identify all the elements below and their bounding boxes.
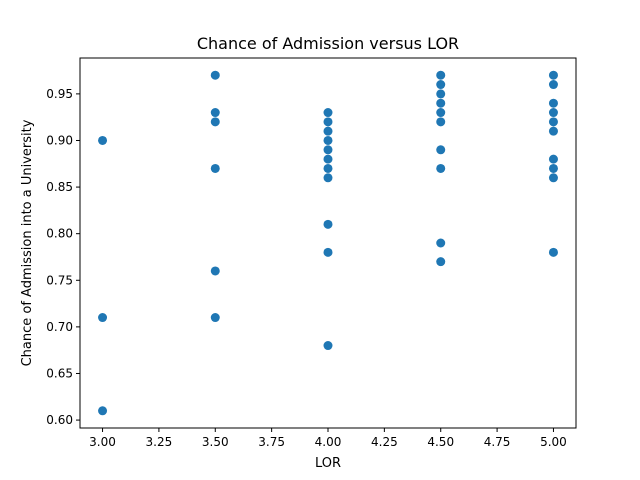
data-point <box>323 163 333 173</box>
y-tick-label: 0.60 <box>46 413 73 427</box>
data-point <box>548 154 558 164</box>
y-tick-label: 0.80 <box>46 227 73 241</box>
data-point <box>436 257 446 267</box>
y-axis: 0.60 0.65 0.70 0.75 0.80 0.85 0.90 0.95 <box>46 87 80 427</box>
data-point <box>436 80 446 90</box>
y-tick-label: 0.85 <box>46 180 73 194</box>
data-point <box>98 406 108 416</box>
x-tick-label: 3.75 <box>258 435 285 449</box>
data-point <box>98 313 108 323</box>
data-point <box>323 145 333 155</box>
data-point <box>98 135 108 145</box>
y-axis-label: Chance of Admission into a University <box>20 119 35 366</box>
y-tick-label: 0.65 <box>46 366 73 380</box>
data-point <box>436 163 446 173</box>
points-layer <box>98 70 558 416</box>
data-point <box>323 126 333 136</box>
data-point <box>548 98 558 108</box>
data-point <box>548 247 558 257</box>
x-tick-label: 4.50 <box>427 435 454 449</box>
data-point <box>436 70 446 80</box>
data-point <box>548 70 558 80</box>
x-tick-label: 3.00 <box>89 435 116 449</box>
data-point <box>548 80 558 90</box>
y-tick-label: 0.75 <box>46 273 73 287</box>
x-axis-label: LOR <box>315 456 341 471</box>
x-axis: 3.00 3.25 3.50 3.75 4.00 4.25 4.50 4.75 5.00 <box>89 428 567 449</box>
data-point <box>210 70 220 80</box>
data-point <box>436 117 446 127</box>
data-point <box>323 135 333 145</box>
data-point <box>548 173 558 183</box>
data-point <box>548 108 558 118</box>
data-point <box>210 163 220 173</box>
y-tick-label: 0.70 <box>46 320 73 334</box>
data-point <box>548 126 558 136</box>
data-point <box>548 117 558 127</box>
x-tick-label: 3.25 <box>146 435 173 449</box>
data-point <box>323 219 333 229</box>
data-point <box>436 89 446 99</box>
x-tick-label: 3.50 <box>202 435 229 449</box>
data-point <box>210 313 220 323</box>
data-point <box>323 341 333 351</box>
data-point <box>436 98 446 108</box>
x-tick-label: 4.75 <box>484 435 511 449</box>
data-point <box>323 108 333 118</box>
data-point <box>210 117 220 127</box>
data-point <box>210 266 220 276</box>
y-tick-label: 0.90 <box>46 133 73 147</box>
data-point <box>436 145 446 155</box>
x-tick-label: 5.00 <box>540 435 567 449</box>
chart-title: Chance of Admission versus LOR <box>197 34 459 53</box>
data-point <box>323 154 333 164</box>
data-point <box>323 247 333 257</box>
data-point <box>323 117 333 127</box>
x-tick-label: 4.25 <box>371 435 398 449</box>
data-point <box>436 108 446 118</box>
y-tick-label: 0.95 <box>46 87 73 101</box>
data-point <box>210 108 220 118</box>
data-point <box>323 173 333 183</box>
x-tick-label: 4.00 <box>315 435 342 449</box>
data-point <box>548 163 558 173</box>
data-point <box>436 238 446 248</box>
